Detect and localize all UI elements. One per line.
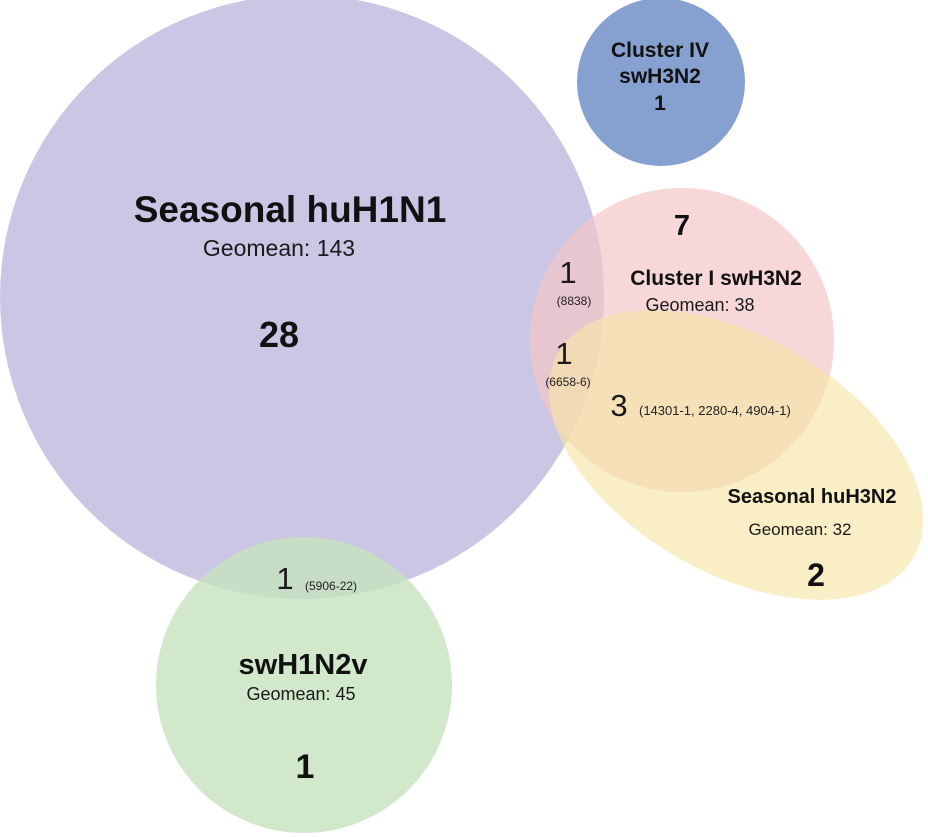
intersection-h1n1-cluster-i-ids: (8838) bbox=[557, 294, 592, 308]
huh3n2-count: 2 bbox=[807, 557, 825, 593]
set-huh1n1-circle bbox=[0, 0, 604, 599]
huh3n2-title: Seasonal huH3N2 bbox=[728, 486, 897, 508]
huh1n1-count: 28 bbox=[259, 314, 299, 355]
set-swh1n2v-circle bbox=[156, 537, 452, 833]
cluster-i-count: 7 bbox=[674, 210, 690, 242]
set-huh3n2-ellipse bbox=[548, 310, 924, 600]
swh1n2v-count: 1 bbox=[296, 748, 315, 786]
intersection-h1n1-cluster-i-count: 1 bbox=[559, 255, 576, 290]
huh3n2-geomean: Geomean: 32 bbox=[748, 520, 851, 539]
set-cluster-iv-circle bbox=[577, 0, 745, 166]
intersection-h1n1-swh1n2v-ids: (5906-22) bbox=[305, 579, 357, 593]
swh1n2v-title: swH1N2v bbox=[239, 649, 368, 681]
intersection-cluster-i-h3n2-ids: (14301-1, 2280-4, 4904-1) bbox=[639, 403, 791, 418]
intersection-cluster-i-h3n2-count: 3 bbox=[610, 388, 627, 423]
intersection-h1n1-cluster-i-h3n2-ids: (6658-6) bbox=[545, 375, 590, 389]
intersection-h1n1-swh1n2v-count: 1 bbox=[276, 561, 293, 596]
huh1n1-title: Seasonal huH1N1 bbox=[134, 189, 447, 230]
huh1n1-geomean: Geomean: 143 bbox=[203, 235, 355, 261]
cluster-i-title: Cluster I swH3N2 bbox=[630, 267, 802, 290]
cluster-iv-title-line2: swH3N2 bbox=[619, 65, 701, 88]
intersection-h1n1-cluster-i-h3n2-count: 1 bbox=[555, 336, 572, 371]
cluster-i-geomean: Geomean: 38 bbox=[645, 295, 754, 315]
cluster-iv-title-line1: Cluster IV bbox=[611, 39, 709, 62]
swh1n2v-geomean: Geomean: 45 bbox=[246, 684, 355, 704]
cluster-iv-count: 1 bbox=[654, 92, 666, 115]
